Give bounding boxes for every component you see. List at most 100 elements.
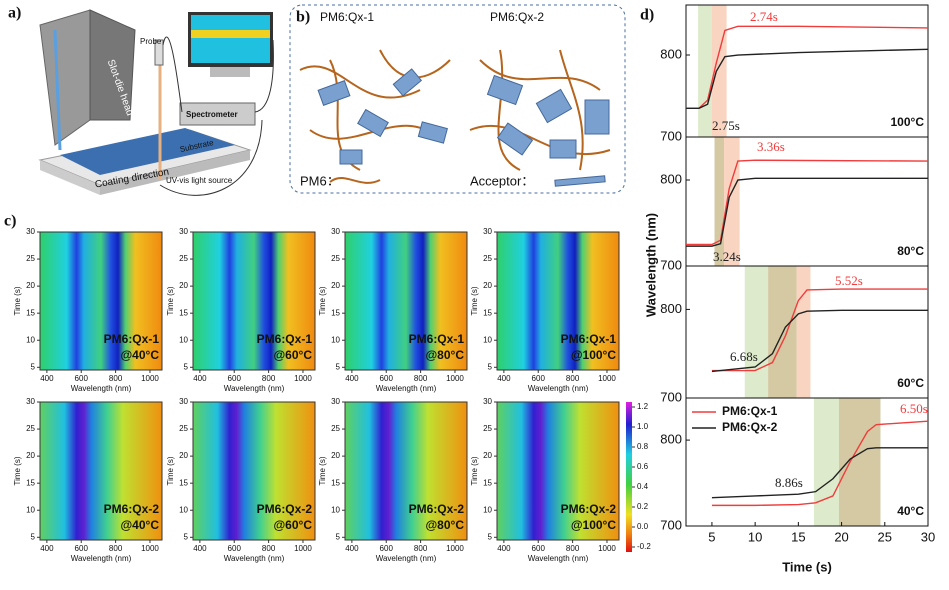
y-tick-label: 700 [660,517,682,532]
label: Acceptor： [470,173,534,188]
heatmap [344,401,468,541]
x-tick-label: 400 [497,374,511,383]
y-tick-label: 5 [31,362,36,371]
y-tick-label: 10 [331,505,340,514]
x-tick-label: 400 [40,374,54,383]
heatmap [496,401,620,541]
label: PM6： [300,173,340,188]
panel-label: b) [296,9,310,26]
axis-label: Time (s) [166,456,175,485]
map-label: PM6:Qx-1 [104,332,160,346]
axis-label: Time (s) [166,286,175,315]
x-tick-label: 5 [708,529,715,544]
axis-label: Wavelength (nm) [376,554,437,563]
y-tick-label: 15 [331,308,340,317]
colorbar-label: -0.2 [637,542,651,551]
x-tick-label: 400 [345,544,359,553]
value-label: 2.74s [750,9,778,24]
colorbar-label: 0.2 [637,502,649,511]
y-tick-label: 30 [483,397,492,406]
y-tick-label: 30 [483,227,492,236]
map-label: PM6:Qx-1 [409,332,465,346]
x-tick-label: 800 [109,544,123,553]
x-tick-label: 400 [193,544,207,553]
y-tick-label: 20 [483,281,492,290]
axis-label: Wavelength (nm) [528,384,589,393]
y-tick-label: 5 [184,532,189,541]
y-tick-label: 15 [331,478,340,487]
x-tick-label: 800 [262,544,276,553]
colorbar-label: 0.6 [637,462,649,471]
x-tick-label: 400 [193,374,207,383]
colorbar-label: 0.4 [637,482,649,491]
y-tick-label: 10 [26,505,35,514]
x-tick-label: 400 [345,374,359,383]
legend-label: PM6:Qx-1 [722,404,778,418]
y-tick-label: 800 [660,301,682,316]
x-tick-label: 600 [532,544,546,553]
y-tick-label: 800 [660,432,682,447]
y-tick-label: 25 [483,424,492,433]
colorbar-label: 1.0 [637,422,649,431]
heatmap [39,231,163,371]
x-tick-label: 10 [748,529,762,544]
map-label: @40°C [120,348,159,362]
panel-label: a) [8,5,21,22]
value-label: 5.52s [835,273,863,288]
x-tick-label: 600 [75,544,89,553]
y-tick-label: 10 [483,505,492,514]
x-tick-label: 1000 [598,544,616,553]
span [796,266,811,398]
plot-frame [685,397,929,527]
temp-label: 100°C [891,115,925,129]
axis-label: Time (s) [318,456,327,485]
y-tick-label: 20 [26,281,35,290]
x-tick-label: 1000 [294,544,312,553]
line [686,48,929,110]
span [714,137,725,266]
y-tick-label: 15 [179,308,188,317]
y-tick-label: 20 [331,281,340,290]
axis-label: Wavelength (nm) [643,213,658,317]
map-label: PM6:Qx-1 [561,332,617,346]
axis-label: Time (s) [782,559,832,574]
x-tick-label: 30 [921,529,935,544]
y-tick-label: 10 [179,505,188,514]
axis-label: Time (s) [318,286,327,315]
colorbar-label: 0.8 [637,442,649,451]
x-tick-label: 600 [380,374,394,383]
axis-label: Wavelength (nm) [224,384,285,393]
y-tick-label: 25 [331,424,340,433]
x-tick-label: 800 [566,544,580,553]
y-tick-label: 10 [331,335,340,344]
y-tick-label: 25 [26,254,35,263]
label: Spectrometer [186,110,238,119]
value-label: 8.86s [775,475,803,490]
y-tick-label: 15 [483,478,492,487]
map-label: PM6:Qx-2 [104,502,160,516]
x-tick-label: 1000 [294,374,312,383]
label: Probe [140,37,162,46]
value-label: 3.36s [757,139,785,154]
line [686,177,928,247]
y-tick-label: 5 [336,532,341,541]
x-tick-label: 20 [834,529,848,544]
y-tick-label: 700 [660,257,682,272]
y-tick-label: 30 [331,227,340,236]
map-label: PM6:Qx-1 [257,332,313,346]
x-tick-label: 15 [791,529,805,544]
value-label: 3.24s [713,249,741,264]
y-tick-label: 5 [31,532,36,541]
value-label: 6.50s [900,401,928,416]
y-tick-label: 800 [660,46,682,61]
y-tick-label: 25 [483,254,492,263]
label: PM6:Qx-2 [490,10,544,24]
map-label: @60°C [273,348,312,362]
map-label: @100°C [571,348,617,362]
heatmap [344,231,468,371]
y-tick-label: 5 [488,362,493,371]
y-tick-label: 5 [488,532,493,541]
label: UV-vis light source [166,176,233,185]
morphology [289,4,626,194]
line [711,447,928,499]
